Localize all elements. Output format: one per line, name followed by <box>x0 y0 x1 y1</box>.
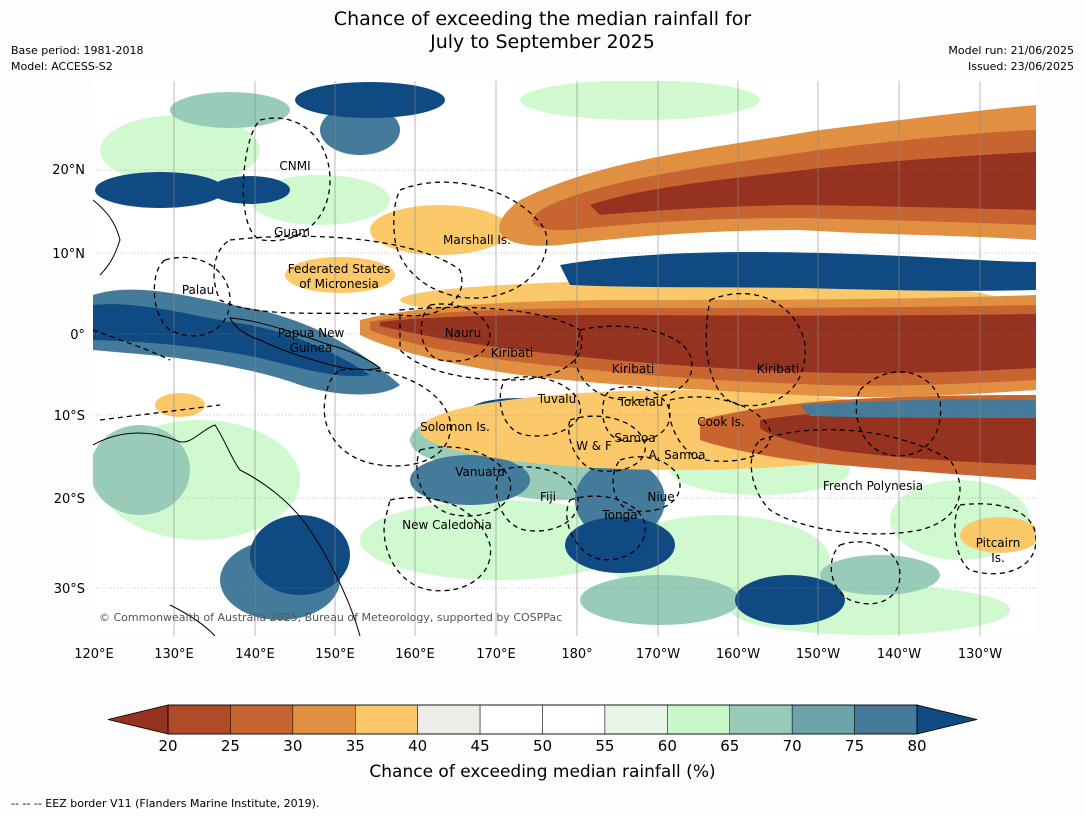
map-title: Chance of exceeding the median rainfall … <box>0 8 1085 54</box>
colorbar-cell <box>667 704 730 735</box>
meta-right: Model run: 21/06/2025 Issued: 23/06/2025 <box>948 43 1074 75</box>
lon-label: 160°W <box>716 647 760 662</box>
colorbar-tick-label: 40 <box>408 737 428 755</box>
colorbar-tick-label: 75 <box>845 737 865 755</box>
colorbar-cell <box>729 704 793 735</box>
model-name: Model: ACCESS-S2 <box>11 60 113 73</box>
colorbar-tick-label: 25 <box>220 737 240 755</box>
issued-date: Issued: 23/06/2025 <box>967 60 1074 73</box>
place-label: Nauru <box>445 326 481 340</box>
lat-label: 10°N <box>52 247 85 262</box>
place-label: W & F <box>576 439 612 453</box>
colorbar-cell <box>292 704 356 735</box>
meta-left: Base period: 1981-2018 Model: ACCESS-S2 <box>11 43 143 75</box>
map-area: CNMI Guam Marshall Is. Federated States … <box>93 81 1036 636</box>
colorbar-label: Chance of exceeding median rainfall (%) <box>369 762 716 782</box>
colorbar-cell <box>791 704 855 735</box>
colorbar-cell <box>854 704 918 735</box>
place-label: of Micronesia <box>299 277 379 291</box>
place-label: French Polynesia <box>823 479 923 493</box>
lat-label: 30°S <box>54 582 85 597</box>
lat-label: 20°S <box>54 492 85 507</box>
lon-label: 140°W <box>877 647 921 662</box>
colorbar <box>107 704 978 735</box>
place-label: Kiribati <box>491 346 533 360</box>
model-run: Model run: 21/06/2025 <box>948 44 1074 57</box>
place-label: Papua New <box>278 326 345 340</box>
colorbar-ticks: 20 25 30 35 40 45 50 55 60 65 70 75 80 <box>0 737 1085 757</box>
place-label: Vanuatu <box>455 465 505 479</box>
place-label: Cook Is. <box>697 415 744 429</box>
colorbar-under-arrow <box>107 704 169 735</box>
lon-label: 130°E <box>154 647 194 662</box>
place-label: Niue <box>647 490 674 504</box>
place-label: Tuvalu <box>537 392 577 406</box>
place-label: Tokelau <box>618 395 664 409</box>
place-label: Solomon Is. <box>420 420 490 434</box>
place-label: Kiribati <box>612 362 654 376</box>
lon-label: 120°E <box>74 647 114 662</box>
lon-label: 170°E <box>476 647 516 662</box>
place-label: A. Samoa <box>649 448 706 462</box>
lon-label: 170°W <box>636 647 680 662</box>
place-label: Kiribati <box>757 362 799 376</box>
colorbar-tick-label: 35 <box>345 737 365 755</box>
colorbar-cell <box>417 704 481 735</box>
colorbar-cell <box>230 704 294 735</box>
colorbar-tick-label: 20 <box>158 737 178 755</box>
place-label: Fiji <box>540 490 556 504</box>
colorbar-cell <box>479 704 543 735</box>
colorbar-cell <box>604 704 668 735</box>
place-label: Palau <box>182 283 214 297</box>
colorbar-cell <box>355 704 418 735</box>
place-label: Guinea <box>290 341 333 355</box>
colorbar-frame <box>167 704 918 735</box>
lat-label: 10°S <box>54 409 85 424</box>
colorbar-over-arrow <box>916 704 978 735</box>
colorbar-cell <box>542 704 606 735</box>
lon-label: 130°W <box>958 647 1002 662</box>
lon-label: 140°E <box>235 647 275 662</box>
colorbar-tick-label: 70 <box>782 737 802 755</box>
colorbar-tick-label: 45 <box>470 737 490 755</box>
colorbar-tick-label: 60 <box>657 737 677 755</box>
place-label: Samoa <box>614 431 655 445</box>
place-label: Pitcairn <box>976 536 1021 550</box>
place-label: Guam <box>274 225 310 239</box>
base-period: Base period: 1981-2018 <box>11 44 144 57</box>
eez-footnote: -- -- -- EEZ border V11 (Flanders Marine… <box>11 797 320 810</box>
place-label: Marshall Is. <box>443 233 511 247</box>
lon-label: 180° <box>561 647 592 662</box>
lon-label: 160°E <box>395 647 435 662</box>
place-label: Tonga <box>601 508 637 522</box>
place-label: CNMI <box>279 159 310 173</box>
colorbar-tick-label: 65 <box>720 737 740 755</box>
copyright-text: © Commonwealth of Australia 2025, Bureau… <box>99 611 562 624</box>
lat-label: 20°N <box>52 163 85 178</box>
colorbar-tick-label: 55 <box>595 737 615 755</box>
colorbar-tick-label: 80 <box>907 737 927 755</box>
place-label: Is. <box>991 551 1005 565</box>
colorbar-tick-label: 50 <box>532 737 553 755</box>
colorbar-cell <box>167 704 231 735</box>
colorbar-tick-label: 30 <box>283 737 303 755</box>
title-line-2: July to September 2025 <box>430 31 655 53</box>
lon-label: 150°W <box>796 647 840 662</box>
lon-label: 150°E <box>315 647 355 662</box>
place-label: New Caledonia <box>402 518 492 532</box>
title-line-1: Chance of exceeding the median rainfall … <box>333 8 752 30</box>
lat-label: 0° <box>70 328 85 343</box>
place-label: Federated States <box>288 262 390 276</box>
